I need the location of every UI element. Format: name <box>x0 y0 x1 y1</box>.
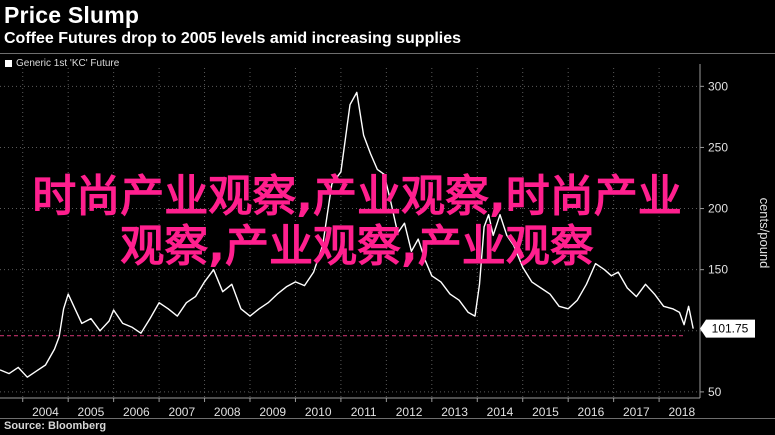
x-tick-label: 2013 <box>441 405 468 419</box>
x-tick-label: 2017 <box>623 405 650 419</box>
page-title: Price Slump <box>4 2 140 28</box>
x-tick-label: 2018 <box>668 405 695 419</box>
x-tick-label: 2012 <box>396 405 423 419</box>
x-tick-label: 2014 <box>487 405 514 419</box>
x-tick-label: 2009 <box>259 405 286 419</box>
y-axis-title: cents/pound <box>757 198 772 269</box>
y-tick-label: 250 <box>708 140 728 154</box>
x-tick-label: 2005 <box>78 405 105 419</box>
last-value-badge <box>700 319 755 338</box>
x-tick-label: 2006 <box>123 405 150 419</box>
y-tick-label: 150 <box>708 263 728 277</box>
series-line <box>0 91 694 378</box>
footer-divider <box>0 418 775 419</box>
x-tick-label: 2015 <box>532 405 559 419</box>
legend-swatch-icon <box>5 60 12 67</box>
x-tick-label: 2016 <box>578 405 605 419</box>
x-tick-label: 2010 <box>305 405 332 419</box>
header-divider <box>0 53 775 54</box>
source-label: Source: Bloomberg <box>4 420 107 432</box>
y-tick-label: 50 <box>708 385 722 399</box>
legend-label: Generic 1st 'KC' Future <box>16 58 120 69</box>
y-tick-label: 200 <box>708 202 728 216</box>
x-tick-label: 2011 <box>351 405 377 419</box>
page-subtitle: Coffee Futures drop to 2005 levels amid … <box>4 30 462 47</box>
x-tick-label: 2007 <box>168 405 195 419</box>
y-tick-label: 300 <box>708 79 728 93</box>
x-tick-label: 2008 <box>214 405 241 419</box>
chart-legend: Generic 1st 'KC' Future <box>5 58 119 69</box>
x-tick-label: 2004 <box>32 405 59 419</box>
last-value-label: 101.75 <box>712 322 749 336</box>
